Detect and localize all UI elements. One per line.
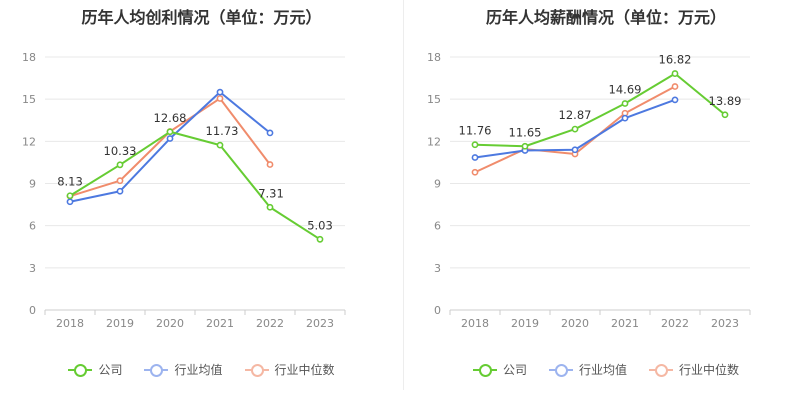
legend-item-industry-mean[interactable]: 行业均值 [548, 361, 627, 378]
x-tick-label: 2021 [206, 317, 234, 330]
y-tick-label: 6 [434, 220, 441, 233]
line-chart-salary: 0 3 6 9 12 15 18 2018 2019 2020 2021 2022 2023 11.76 1… [427, 51, 751, 330]
legend-label: 行业均值 [578, 363, 627, 377]
data-point [521, 142, 529, 150]
data-point [216, 141, 224, 149]
panel-divider [403, 0, 404, 390]
data-point [266, 161, 274, 168]
data-point [266, 203, 274, 211]
y-tick-label: 12 [427, 135, 441, 148]
data-point [116, 161, 124, 169]
data-point [166, 135, 174, 142]
chart-title: 历年人均创利情况（单位：万元） [81, 8, 322, 27]
data-label: 14.69 [609, 83, 642, 97]
chart-legend: 公司 行业均值 行业中位数 [0, 361, 403, 378]
x-tick-label: 2023 [711, 317, 739, 330]
legend-label: 行业中位数 [679, 363, 740, 377]
data-label: 11.76 [459, 124, 492, 138]
y-tick-label: 0 [29, 304, 36, 317]
x-tick-label: 2020 [156, 317, 184, 330]
legend-item-industry-mean[interactable]: 行业均值 [144, 361, 223, 378]
x-tick-label: 2022 [256, 317, 284, 330]
series-line [69, 130, 321, 241]
series-line [474, 72, 726, 148]
y-tick-label: 3 [29, 262, 36, 275]
data-point [116, 187, 124, 195]
data-point [66, 192, 74, 200]
data-point [621, 114, 629, 122]
legend-item-company[interactable]: 公司 [472, 361, 527, 378]
y-tick-label: 0 [434, 304, 441, 317]
y-tick-label: 15 [427, 93, 441, 106]
legend-item-industry-median[interactable]: 行业中位数 [649, 361, 739, 378]
data-point [116, 177, 124, 185]
y-tick-label: 18 [22, 51, 36, 64]
legend-label: 行业均值 [174, 363, 223, 377]
x-tick-label: 2023 [306, 317, 334, 330]
legend-label: 公司 [502, 363, 527, 377]
legend-marker-icon [548, 363, 573, 377]
line-chart-profit: 0 3 6 9 12 15 18 2018 2019 2020 2021 2022 2023 8.13 10… [22, 51, 346, 330]
y-tick-label: 6 [29, 220, 36, 233]
legend-marker-icon [472, 363, 497, 377]
data-label: 8.13 [57, 175, 83, 189]
x-tick-label: 2021 [611, 317, 639, 330]
data-point [571, 146, 579, 154]
x-tick-label: 2020 [561, 317, 589, 330]
chart-legend: 公司 行业均值 行业中位数 [405, 361, 807, 378]
legend-marker-icon [649, 363, 673, 377]
chart-panel-salary-per-capita: 历年人均薪酬情况（单位：万元） 0 3 6 9 12 15 18 2018 2019 2020 20… [405, 0, 807, 415]
legend-label: 行业中位数 [274, 363, 335, 377]
chart-title: 历年人均薪酬情况（单位：万元） [485, 8, 726, 27]
data-label: 7.31 [258, 186, 284, 200]
legend-marker-icon [244, 363, 269, 377]
y-tick-label: 18 [427, 51, 441, 64]
data-label: 10.33 [104, 144, 137, 158]
y-tick-label: 15 [22, 93, 36, 106]
legend-label: 公司 [98, 363, 123, 377]
data-label: 11.73 [206, 124, 239, 138]
data-point [66, 198, 74, 206]
legend-item-industry-median[interactable]: 行业中位数 [244, 361, 335, 378]
data-point [266, 129, 274, 137]
data-label: 5.03 [307, 218, 333, 232]
y-tick-label: 3 [434, 262, 441, 275]
data-label: 11.65 [509, 125, 542, 139]
data-point [721, 111, 729, 119]
data-point [671, 96, 679, 104]
data-point [471, 154, 479, 161]
data-point [166, 128, 174, 136]
data-label: 13.89 [709, 94, 742, 108]
data-point [316, 235, 324, 243]
data-point [216, 88, 224, 96]
x-tick-label: 2018 [56, 317, 84, 330]
data-point [671, 70, 679, 77]
chart-panel-profit-per-capita: 历年人均创利情况（单位：万元） 0 3 6 9 12 15 18 2018 2019 2020 20… [0, 0, 403, 415]
data-label: 16.82 [659, 53, 692, 67]
series-line [69, 91, 271, 203]
x-tick-label: 2019 [106, 317, 134, 330]
legend-marker-icon [68, 363, 93, 377]
data-label: 12.68 [154, 111, 187, 125]
legend-marker-icon [144, 363, 169, 377]
data-point [671, 83, 679, 90]
data-point [216, 95, 224, 102]
data-point [471, 141, 479, 149]
data-point [621, 100, 629, 107]
legend-item-company[interactable]: 公司 [68, 361, 122, 378]
data-point [471, 168, 479, 176]
x-tick-label: 2022 [661, 317, 689, 330]
data-label: 12.87 [559, 108, 592, 122]
y-tick-label: 9 [29, 178, 36, 191]
x-tick-label: 2018 [461, 317, 489, 330]
x-tick-label: 2019 [511, 317, 539, 330]
data-point [571, 125, 579, 133]
y-tick-label: 12 [22, 135, 36, 148]
y-tick-label: 9 [434, 178, 441, 191]
